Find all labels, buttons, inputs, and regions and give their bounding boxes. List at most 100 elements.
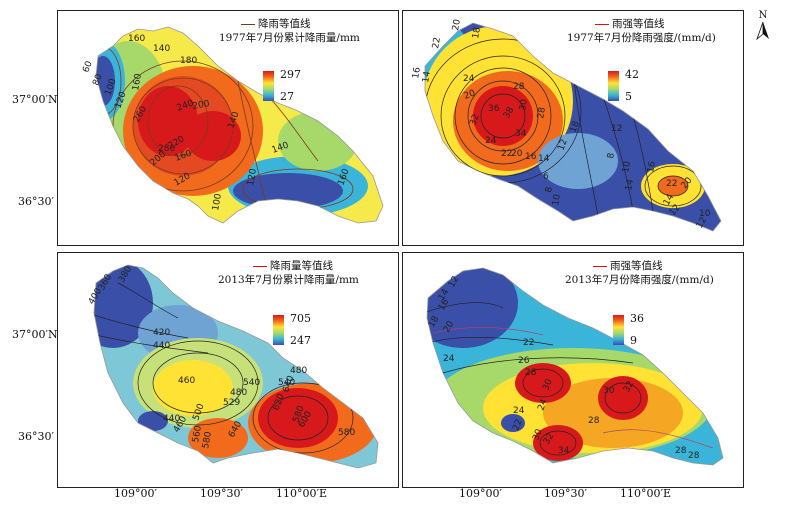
contour-label: 14 bbox=[421, 70, 433, 83]
legend-line-swatch bbox=[253, 265, 267, 267]
contour-label: 28 bbox=[588, 416, 600, 426]
legend-title: 1977年7月份降雨强度/(mm/d) bbox=[567, 32, 716, 44]
legend-p4: 雨强等值线 2013年7月份降雨强度/(mm/d) bbox=[565, 259, 714, 287]
color-scale-p1 bbox=[263, 71, 274, 101]
contour-label: 24 bbox=[536, 398, 549, 412]
contour-label: 180 bbox=[180, 56, 197, 66]
contour-label: 280 bbox=[158, 144, 175, 154]
x-tick-10930-left: 109°30′ bbox=[200, 487, 243, 500]
contour-label: 24 bbox=[513, 406, 525, 416]
map-panel-1977-intensity: 20 18 22 16 14 24 28 20 36 38 32 30 28 34 24 22 20 16 14 12… bbox=[402, 10, 744, 246]
contour-label: 20 bbox=[451, 18, 463, 31]
contour-label: 140 bbox=[153, 44, 170, 54]
contour-label: 420 bbox=[153, 328, 170, 338]
y-tick-3630-top: 36°30′ bbox=[18, 195, 54, 208]
north-arrow-icon bbox=[756, 21, 769, 41]
legend-line-label: 雨强等值线 bbox=[612, 18, 665, 30]
contour-label: 12 bbox=[556, 138, 569, 152]
contour-label: 10 bbox=[551, 193, 563, 206]
contour-label: 20 bbox=[463, 88, 477, 101]
contour-label: 80 bbox=[91, 73, 104, 87]
contour-label: 32 bbox=[468, 113, 481, 127]
contour-label: 480 bbox=[290, 366, 307, 376]
y-tick-37-bottom: 37°00′N bbox=[12, 328, 58, 341]
contour-label: 30 bbox=[518, 98, 530, 111]
north-arrow: N bbox=[755, 10, 771, 44]
contour-label: 440 bbox=[163, 414, 180, 424]
contour-label: 28 bbox=[525, 368, 537, 378]
contour-label: 12 bbox=[447, 275, 461, 290]
contour-label: 16 bbox=[411, 66, 423, 79]
scale-max-p2: 42 bbox=[625, 68, 639, 81]
contour-label: 580 bbox=[201, 431, 214, 450]
legend-line-swatch bbox=[593, 265, 607, 267]
legend-p1: 降雨等值线 1977年7月份累计降雨量/mm bbox=[219, 17, 360, 45]
map-panel-1977-rainfall: 160 140 180 60 80 100 120 160 260 240 200 280 220 160… bbox=[57, 10, 399, 246]
north-label: N bbox=[758, 10, 768, 21]
contour-label: 22 bbox=[511, 418, 524, 432]
legend-title: 1977年7月份累计降雨量/mm bbox=[219, 32, 360, 44]
contour-label: 28 bbox=[688, 451, 700, 461]
scale-max-p3: 705 bbox=[290, 312, 311, 325]
contour-label: 30 bbox=[603, 386, 615, 396]
contour-label: 120 bbox=[246, 168, 259, 187]
contour-label: 24 bbox=[485, 136, 497, 146]
contour-label: 12 bbox=[695, 216, 709, 231]
scale-min-p2: 5 bbox=[625, 90, 632, 103]
contour-label: 30 bbox=[531, 428, 544, 442]
x-tick-10930-right: 109°30′ bbox=[544, 487, 587, 500]
legend-line-swatch bbox=[595, 23, 609, 25]
contour-label: 460 bbox=[178, 376, 195, 386]
scale-min-p1: 27 bbox=[280, 90, 294, 103]
scale-max-p4: 36 bbox=[630, 312, 644, 325]
y-tick-3630-bottom: 36°30′ bbox=[18, 430, 54, 443]
contour-label: 16 bbox=[646, 160, 658, 173]
x-tick-109-right: 109°00′ bbox=[459, 487, 502, 500]
contour-label: 22 bbox=[431, 37, 443, 50]
contour-label: 14 bbox=[538, 154, 550, 164]
contour-label: 12 bbox=[611, 124, 622, 134]
contour-label: 6 bbox=[543, 172, 549, 182]
contour-label: 160 bbox=[131, 73, 144, 92]
contour-label: 60 bbox=[81, 60, 94, 74]
contour-label: 529 bbox=[223, 398, 240, 408]
contour-label: 10 bbox=[699, 209, 711, 219]
contour-label: 32 bbox=[542, 432, 556, 447]
contour-label: 20 bbox=[511, 149, 523, 159]
contour-label: 14 bbox=[624, 178, 636, 191]
contour-label: 32 bbox=[622, 380, 636, 395]
legend-line-label: 降雨等值线 bbox=[258, 18, 311, 30]
contour-label: 24 bbox=[443, 354, 455, 364]
scale-max-p1: 297 bbox=[280, 68, 301, 81]
contour-label: 28 bbox=[513, 82, 525, 92]
contour-label: 22 bbox=[666, 179, 677, 189]
legend-p3: 降雨量等值线 2013年7月份累计降雨量/mm bbox=[218, 259, 359, 287]
x-tick-109-left: 109°00′ bbox=[114, 487, 157, 500]
contour-label: 540 bbox=[278, 378, 295, 388]
y-tick-37-top: 37°00′N bbox=[12, 93, 58, 106]
map-panel-2013-intensity: 12 14 16 18 20 22 24 26 28 30 24 30 32 24 22 28 30 32 34 28… bbox=[402, 252, 744, 488]
contour-label: 8 bbox=[606, 152, 617, 160]
contour-label: 34 bbox=[558, 446, 570, 456]
contour-label: 28 bbox=[536, 106, 548, 119]
contour-label: 28 bbox=[675, 446, 687, 456]
scale-min-p4: 9 bbox=[630, 334, 637, 347]
contour-label: 200 bbox=[192, 99, 211, 112]
map-panel-2013-rainfall: 380 360 400 420 440 460 540 480 529 480 540 640 620 5… bbox=[57, 252, 399, 488]
x-tick-110-left: 110°00′E bbox=[276, 487, 328, 500]
x-tick-110-right: 110°00′E bbox=[620, 487, 672, 500]
legend-line-swatch bbox=[241, 23, 255, 25]
scale-min-p3: 247 bbox=[290, 334, 311, 347]
contour-label: 160 bbox=[128, 34, 145, 44]
color-scale-p2 bbox=[608, 71, 619, 101]
contour-label: 34 bbox=[515, 129, 527, 139]
contour-label: 22 bbox=[523, 338, 534, 348]
legend-line-label: 雨强等值线 bbox=[610, 260, 663, 272]
contour-label: 100 bbox=[211, 193, 224, 212]
color-scale-p4 bbox=[613, 315, 624, 345]
contour-label: 22 bbox=[501, 149, 512, 159]
contour-label: 30 bbox=[541, 378, 554, 392]
